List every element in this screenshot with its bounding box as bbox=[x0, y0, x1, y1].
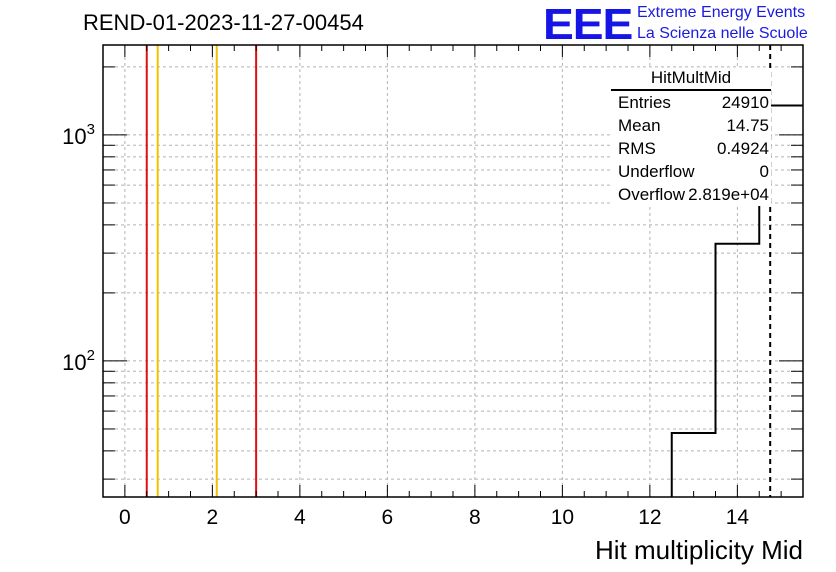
stats-row-entries: Entries 24910 bbox=[611, 91, 771, 114]
stats-row-rms: RMS 0.4924 bbox=[611, 137, 771, 160]
stats-row-mean: Mean 14.75 bbox=[611, 114, 771, 137]
stats-value: 24910 bbox=[721, 93, 769, 112]
stats-value: 0.4924 bbox=[717, 139, 769, 158]
eee-logo: EEE bbox=[543, 0, 633, 49]
stats-label: Entries bbox=[618, 93, 671, 112]
x-tick-label: 0 bbox=[119, 506, 131, 529]
marker-lines bbox=[145, 45, 772, 497]
x-tick-label: 2 bbox=[207, 506, 219, 529]
stats-title: HitMultMid bbox=[611, 68, 771, 91]
y-tick-label: 103 bbox=[62, 121, 95, 149]
stats-value: 2.819e+04 bbox=[688, 185, 769, 204]
stats-label: RMS bbox=[618, 139, 656, 158]
stats-label: Mean bbox=[618, 116, 661, 135]
logo-subtitle-line1: Extreme Energy Events bbox=[637, 4, 806, 21]
axes: 0 2 4 6 8 10 12 14 102 103 bbox=[62, 44, 804, 529]
histogram-bin bbox=[672, 433, 716, 497]
y-tick-label: 102 bbox=[62, 347, 95, 375]
stats-value: 0 bbox=[759, 162, 769, 181]
x-tick-label: 4 bbox=[294, 506, 306, 529]
stats-label: Overflow bbox=[618, 185, 686, 204]
x-tick-label: 10 bbox=[551, 506, 574, 529]
stats-box: HitMultMid Entries 24910 Mean 14.75 RMS … bbox=[611, 68, 771, 206]
stats-value: 14.75 bbox=[726, 116, 769, 135]
x-axis-label: Hit multiplicity Mid bbox=[594, 535, 803, 565]
x-tick-label: 12 bbox=[638, 506, 661, 529]
run-title: REND-01-2023-11-27-00454 bbox=[83, 10, 364, 35]
stats-label: Underflow bbox=[618, 162, 695, 181]
x-tick-label: 6 bbox=[382, 506, 394, 529]
logo-subtitle-line2: La Scienza nelle Scuole bbox=[637, 25, 808, 42]
x-tick-label: 14 bbox=[726, 506, 750, 529]
x-tick-label: 8 bbox=[469, 506, 481, 529]
stats-row-overflow: Overflow 2.819e+04 bbox=[611, 183, 771, 206]
stats-row-underflow: Underflow 0 bbox=[611, 160, 771, 183]
